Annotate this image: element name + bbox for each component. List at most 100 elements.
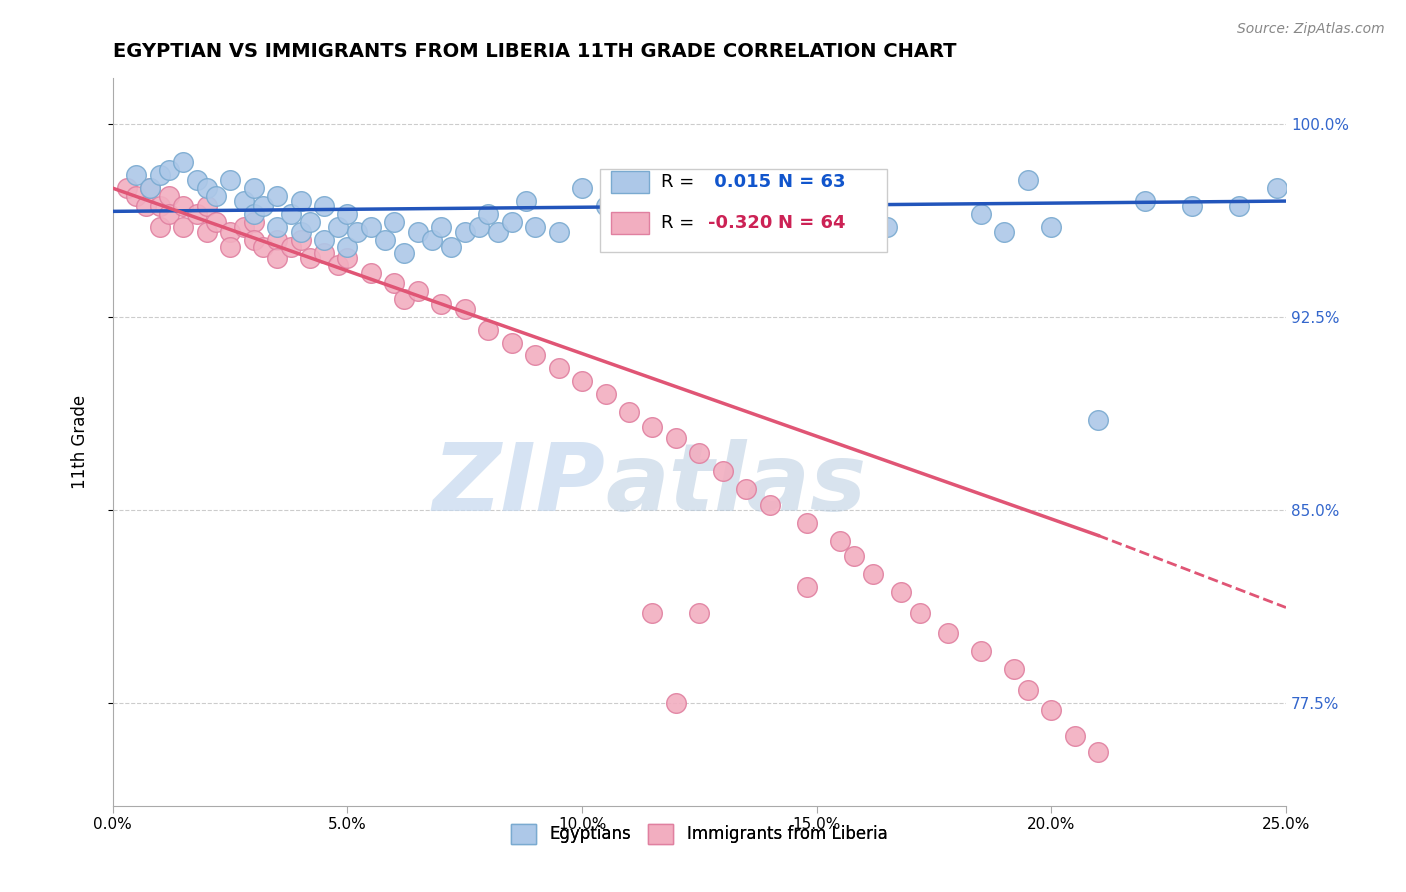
Point xyxy=(440,240,463,254)
Point xyxy=(796,580,818,594)
Point xyxy=(970,644,993,658)
Point xyxy=(501,335,523,350)
Point xyxy=(205,214,228,228)
Point xyxy=(641,207,664,221)
Point xyxy=(384,214,406,228)
Point xyxy=(242,214,264,228)
Point xyxy=(524,219,547,234)
Text: 0.015: 0.015 xyxy=(707,173,770,191)
Text: R =: R = xyxy=(661,173,695,191)
Point xyxy=(139,181,162,195)
Point xyxy=(360,219,382,234)
Point xyxy=(336,240,359,254)
Point xyxy=(665,431,688,445)
Point xyxy=(115,181,138,195)
Point xyxy=(830,533,852,548)
Point xyxy=(970,207,993,221)
FancyBboxPatch shape xyxy=(612,170,650,193)
Point xyxy=(384,277,406,291)
Point xyxy=(186,173,208,187)
Point xyxy=(1063,729,1085,743)
Point xyxy=(595,199,617,213)
Point xyxy=(862,567,884,582)
Point xyxy=(233,194,256,208)
Point xyxy=(195,199,218,213)
Point xyxy=(172,219,194,234)
Point xyxy=(844,549,866,563)
Point xyxy=(420,233,443,247)
Point xyxy=(547,361,569,376)
Point xyxy=(1040,703,1063,717)
Point xyxy=(172,155,194,169)
Point xyxy=(219,240,242,254)
Y-axis label: 11th Grade: 11th Grade xyxy=(72,394,89,489)
Point xyxy=(796,516,818,530)
Point xyxy=(125,189,148,203)
Point xyxy=(830,189,852,203)
Point xyxy=(515,194,537,208)
FancyBboxPatch shape xyxy=(600,169,887,252)
Point xyxy=(149,199,172,213)
Text: -0.320: -0.320 xyxy=(707,214,772,232)
Point xyxy=(312,245,335,260)
Point xyxy=(688,606,710,620)
Point xyxy=(641,606,664,620)
Point xyxy=(290,225,312,239)
Point xyxy=(735,199,758,213)
Point xyxy=(1227,199,1250,213)
Point xyxy=(1017,682,1039,697)
Point xyxy=(571,374,593,388)
Point xyxy=(186,207,208,221)
Point xyxy=(1087,413,1109,427)
Point xyxy=(326,219,349,234)
Point xyxy=(266,219,288,234)
Point xyxy=(711,181,734,195)
Point xyxy=(711,464,734,478)
Point xyxy=(688,194,710,208)
Point xyxy=(280,240,302,254)
Point xyxy=(406,225,429,239)
Point xyxy=(374,233,396,247)
Point xyxy=(468,219,491,234)
Point xyxy=(298,251,321,265)
Point xyxy=(908,606,931,620)
Point xyxy=(1040,219,1063,234)
Point xyxy=(759,498,782,512)
Point xyxy=(298,214,321,228)
Point xyxy=(665,696,688,710)
Point xyxy=(266,189,288,203)
Point xyxy=(149,169,172,183)
Point xyxy=(157,207,180,221)
Point xyxy=(806,199,828,213)
Point xyxy=(312,233,335,247)
Point xyxy=(617,405,640,419)
Point xyxy=(617,173,640,187)
Point xyxy=(205,189,228,203)
Point xyxy=(266,251,288,265)
Point xyxy=(1265,181,1288,195)
Text: N = 63: N = 63 xyxy=(778,173,845,191)
Point xyxy=(157,189,180,203)
Point xyxy=(890,585,912,599)
Text: N = 64: N = 64 xyxy=(778,214,845,232)
Point xyxy=(149,219,172,234)
Point xyxy=(336,207,359,221)
Point xyxy=(688,446,710,460)
Point xyxy=(242,181,264,195)
Point xyxy=(665,181,688,195)
Text: R =: R = xyxy=(661,214,695,232)
Point xyxy=(135,199,157,213)
Point xyxy=(195,181,218,195)
Text: atlas: atlas xyxy=(606,439,868,532)
Point xyxy=(157,163,180,178)
Point xyxy=(233,219,256,234)
Point xyxy=(360,266,382,280)
Point xyxy=(524,348,547,362)
Point xyxy=(242,233,264,247)
FancyBboxPatch shape xyxy=(612,212,650,234)
Point xyxy=(242,207,264,221)
Point xyxy=(595,387,617,401)
Point xyxy=(252,240,274,254)
Point xyxy=(139,181,162,195)
Point xyxy=(290,194,312,208)
